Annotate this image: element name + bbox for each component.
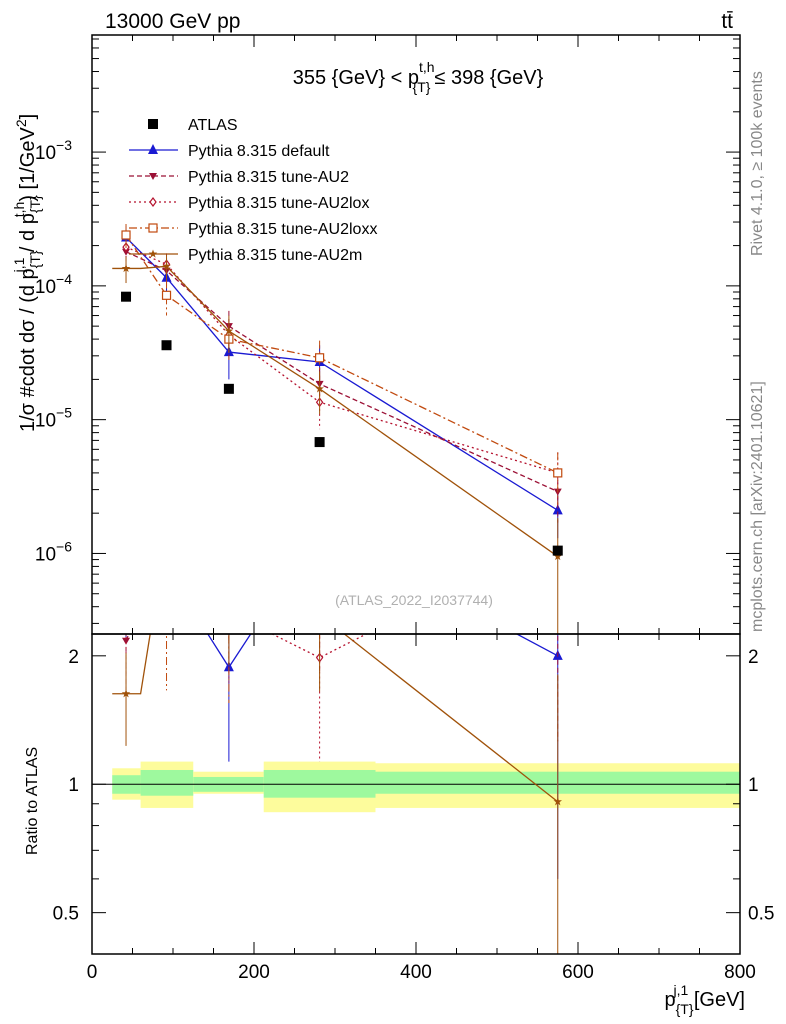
x-tick-label-0: 0 (87, 962, 98, 983)
y-tick-label-−3: 10−3 (35, 137, 72, 164)
pythia-8-315-tune-au2loxx-line (125, 234, 559, 474)
legend-pythia-8-315-tune-au2loxx-label: Pythia 8.315 tune-AU2loxx (188, 221, 377, 238)
pythia-8-315-tune-au2loxx-point-1 (161, 290, 172, 300)
pythia-8-315-tune-au2lox-ratio-point-0 (123, 622, 129, 630)
pythia-8-315-default-ratio-point-0 (121, 589, 131, 599)
pythia-8-315-tune-au2m-ratio-point-1 (162, 528, 171, 536)
pythia-8-315-default-point-4 (552, 504, 563, 515)
pythia-8-315-tune-au2-line (125, 251, 559, 493)
x-tick-label-400: 400 (400, 962, 432, 983)
analysis-watermark: (ATLAS_2022_I2037744) (335, 592, 493, 608)
atlas-data-point-0 (121, 291, 132, 302)
pythia-8-315-tune-au2loxx-ratio-point-2 (225, 622, 233, 630)
pythia-8-315-tune-au2m-ratio-point-2 (225, 596, 234, 604)
y-tick-label-−5: 10−5 (35, 405, 72, 432)
pythia-8-315-tune-au2m-line (112, 265, 559, 557)
pythia-8-315-tune-au2m-point-0 (121, 263, 131, 273)
collision-label: 13000 GeV pp (105, 10, 240, 33)
ratio-tick-label-1: 1 (68, 775, 79, 796)
pythia-8-315-default-line (125, 237, 559, 511)
pythia-8-315-tune-au2loxx-ratio-point-0 (122, 583, 130, 591)
uncertainty-band-inner-1 (140, 769, 194, 796)
legend-pythia-8-315-default-marker (148, 144, 158, 154)
pythia-8-315-default-ratio-point-2 (223, 661, 234, 672)
atlas-data-point-4 (552, 545, 563, 556)
legend-pythia-8-315-tune-au2lox-marker (149, 197, 157, 207)
legend-pythia-8-315-tune-au2m-marker (148, 249, 158, 258)
pythia-8-315-tune-au2-ratio-point-3 (316, 596, 324, 603)
pythia-8-315-tune-au2loxx-point-3 (315, 353, 325, 363)
legend-pythia-8-315-tune-au2-label: Pythia 8.315 tune-AU2 (188, 169, 349, 186)
ratio-tick-label-2: 2 (68, 647, 79, 668)
atlas-data-point-3 (314, 437, 325, 448)
pythia-8-315-tune-au2lox-ratio-point-1 (164, 523, 170, 531)
legend-pythia-8-315-tune-au2lox-label: Pythia 8.315 tune-AU2lox (188, 195, 369, 212)
pythia-8-315-tune-au2lox-line (125, 246, 558, 474)
mcplots-label: mcplots.cern.ch [arXiv:2401.10621] (749, 381, 766, 632)
pythia-8-315-tune-au2m-ratio-line (112, 634, 559, 803)
legend-atlas-marker (148, 119, 158, 129)
pythia-8-315-tune-au2loxx-ratio-point-1 (163, 621, 171, 629)
legend-pythia-8-315-tune-au2m-label: Pythia 8.315 tune-AU2m (188, 247, 362, 264)
pythia-8-315-tune-au2-ratio-point-0 (122, 637, 131, 645)
pythia-8-315-default-ratio-point-1 (162, 563, 172, 573)
pythia-8-315-tune-au2loxx-ratio-line (126, 516, 558, 626)
pythia-8-315-tune-au2m-point-4 (553, 551, 562, 561)
ratio-tick-label-right-1: 1 (748, 775, 759, 796)
pythia-8-315-tune-au2loxx-point-4 (553, 468, 563, 478)
x-tick-label-200: 200 (238, 962, 270, 983)
pythia-8-315-tune-au2m-point-3 (315, 384, 324, 393)
y-tick-label-−4: 10−4 (35, 271, 72, 298)
x-tick-label-600: 600 (562, 962, 594, 983)
x-axis-title: p{T}j,1 [GeV] (664, 982, 745, 1017)
process-label: tt̄ (721, 10, 733, 33)
pythia-8-315-tune-au2m-point-2 (224, 326, 234, 335)
pythia-8-315-tune-au2loxx-point-0 (121, 230, 131, 240)
pythia-8-315-tune-au2m-ratio-point-3 (315, 610, 324, 618)
atlas-data-point-1 (161, 340, 172, 351)
y-axis-title: 1/σ #cdot dσ / (d p{T}j,1 / d p{T}t,h) [… (11, 114, 43, 432)
pythia-8-315-tune-au2m-point-1 (162, 261, 171, 270)
ratio-axis-title: Ratio to ATLAS (24, 747, 41, 855)
y-tick-label-−6: 10−6 (35, 538, 72, 565)
pythia-8-315-tune-au2-ratio-point-2 (225, 581, 233, 588)
pythia-8-315-tune-au2loxx-ratio-point-3 (316, 512, 324, 520)
legend-atlas-label: ATLAS (188, 117, 238, 134)
x-tick-label-800: 800 (724, 962, 756, 983)
legend-pythia-8-315-tune-au2loxx-marker (148, 223, 158, 233)
rivet-version-label: Rivet 4.1.0, ≥ 100k events (749, 71, 766, 256)
pythia-8-315-tune-au2m-ratio-point-4 (553, 797, 562, 806)
pythia-8-315-tune-au2-ratio-point-1 (163, 544, 171, 551)
pythia-8-315-tune-au2m-ratio-point-0 (121, 689, 131, 698)
pythia-8-315-default-ratio-point-3 (315, 523, 325, 533)
ratio-tick-label-right-0.5: 0.5 (748, 904, 774, 925)
ratio-tick-label-right-2: 2 (748, 647, 759, 668)
legend-pythia-8-315-tune-au2-marker (149, 173, 157, 180)
legend-pythia-8-315-default-label: Pythia 8.315 default (188, 143, 330, 160)
ratio-tick-label-0.5: 0.5 (53, 904, 79, 925)
pythia-8-315-tune-au2lox-ratio-point-2 (226, 608, 232, 616)
ratio-panel-frame (91, 633, 741, 955)
plot-title: 355 {GeV} < pt,h {T} ≤ 398 {GeV} (293, 59, 544, 95)
atlas-data-point-2 (223, 383, 234, 394)
legend: ATLAS Pythia 8.315 default Pythia 8.315 tu… (129, 117, 377, 264)
